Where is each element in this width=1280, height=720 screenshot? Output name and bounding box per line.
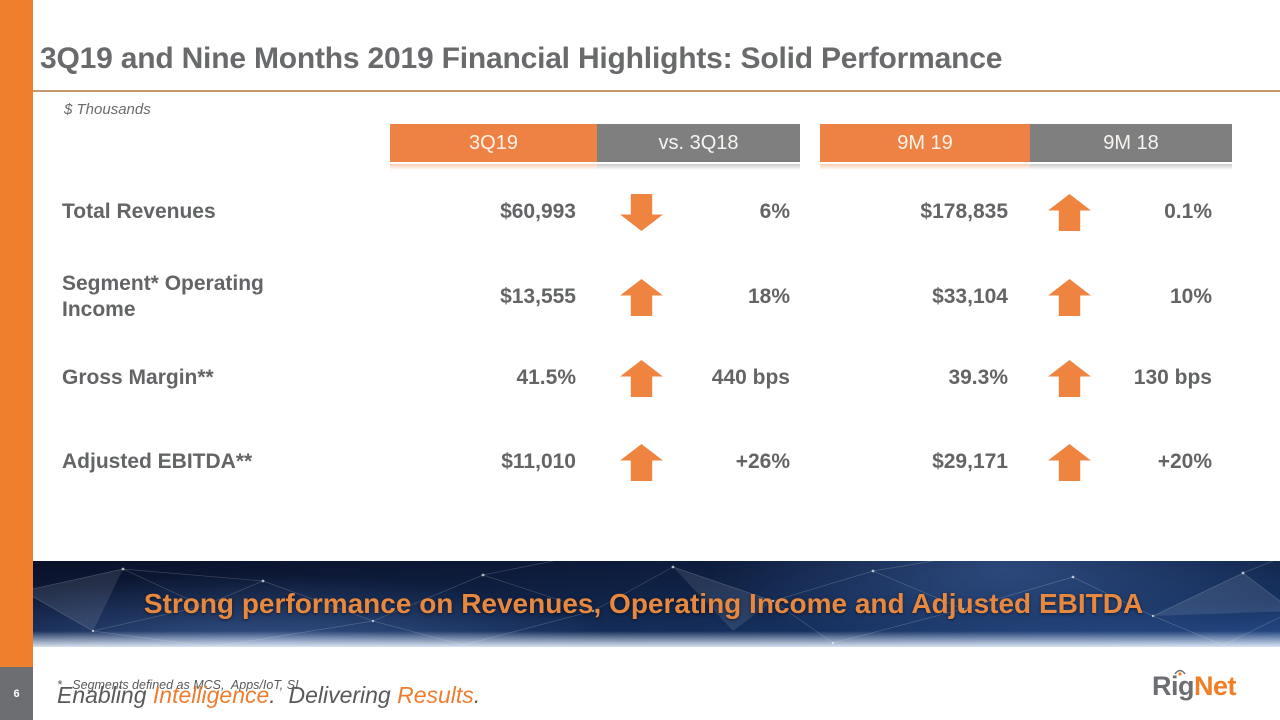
units-label: $ Thousands [64,101,151,118]
ytd-trend-arrow-icon [1047,180,1091,244]
takeaway-banner: Strong performance on Revenues, Operatin… [33,561,1280,647]
ytd-value: $178,835 [920,200,1008,223]
quarter-trend-arrow-icon [619,346,663,410]
header-reflection [820,164,1030,170]
table-row: Gross Margin** 41.5% 440 bps 39.3% 130 b… [0,346,1280,410]
ytd-value: $33,104 [932,285,1008,308]
quarter-value: $13,555 [500,285,576,308]
logo-signal-icon [1174,669,1186,676]
footnotes: * Segments defined as MCS, Apps/IoT, SI … [57,648,566,720]
tagline-part: Enabling [57,682,153,708]
table-row: Total Revenues $60,993 6% $178,835 0.1% [0,180,1280,244]
title-underline [33,90,1280,92]
ytd-value: $29,171 [932,450,1008,473]
page-title: 3Q19 and Nine Months 2019 Financial High… [40,42,1003,75]
tagline-part: Delivering [288,682,398,708]
ytd-trend-arrow-icon [1047,258,1091,336]
page-number-badge: 6 [0,667,33,720]
metric-label: Segment* Operating Income [62,271,264,321]
page-number: 6 [13,687,20,700]
quarter-trend-arrow-icon [619,430,663,494]
tagline-part: Results [397,682,474,708]
quarter-value: 41.5% [516,366,576,389]
footnote-segments: * Segments defined as MCS, Apps/IoT, SI [57,678,299,692]
left-accent-bar [0,0,33,667]
rignet-logo: RigNet [1152,669,1237,702]
tagline-part: . [473,682,481,708]
quarter-change: 18% [747,285,790,308]
banner-bottom-fade [33,631,1280,647]
ytd-trend-arrow-icon [1047,430,1091,494]
takeaway-text: Strong performance on Revenues, Operatin… [143,588,1144,619]
header-reflection [597,164,800,170]
metric-label: Total Revenues [62,199,216,223]
quarter-change: 440 bps [711,366,790,389]
quarter-trend-arrow-icon [619,258,663,336]
logo-text-rig: Rig [1152,671,1195,701]
tagline-part: . [269,682,289,708]
ytd-change: 10% [1169,285,1212,308]
column-header-9m18: 9M 18 [1030,124,1232,162]
tagline-part: Intelligence [152,682,270,708]
ytd-change: 130 bps [1133,366,1212,389]
quarter-value: $60,993 [500,200,576,223]
quarter-value: $11,010 [501,450,576,473]
table-row: Adjusted EBITDA** $11,010 +26% $29,171 +… [0,430,1280,494]
ytd-change: +20% [1157,450,1212,473]
header-reflection [1030,164,1232,170]
quarter-change: 6% [759,200,790,223]
metric-label: Adjusted EBITDA** [62,449,253,473]
column-header-9m19: 9M 19 [820,124,1030,162]
quarter-trend-arrow-icon [619,180,663,244]
column-header-vs-3q18: vs. 3Q18 [597,124,800,162]
column-header-3q19: 3Q19 [390,124,597,162]
ytd-trend-arrow-icon [1047,346,1091,410]
metric-label: Gross Margin** [62,365,214,389]
company-tagline: Enabling Intelligence. Delivering Result… [57,682,480,709]
logo-text-net: Net [1194,671,1237,701]
quarter-change: +26% [735,450,790,473]
ytd-change: 0.1% [1164,200,1212,223]
ytd-value: 39.3% [948,366,1008,389]
header-reflection [390,164,597,170]
table-row: Segment* Operating Income $13,555 18% $3… [0,258,1280,336]
